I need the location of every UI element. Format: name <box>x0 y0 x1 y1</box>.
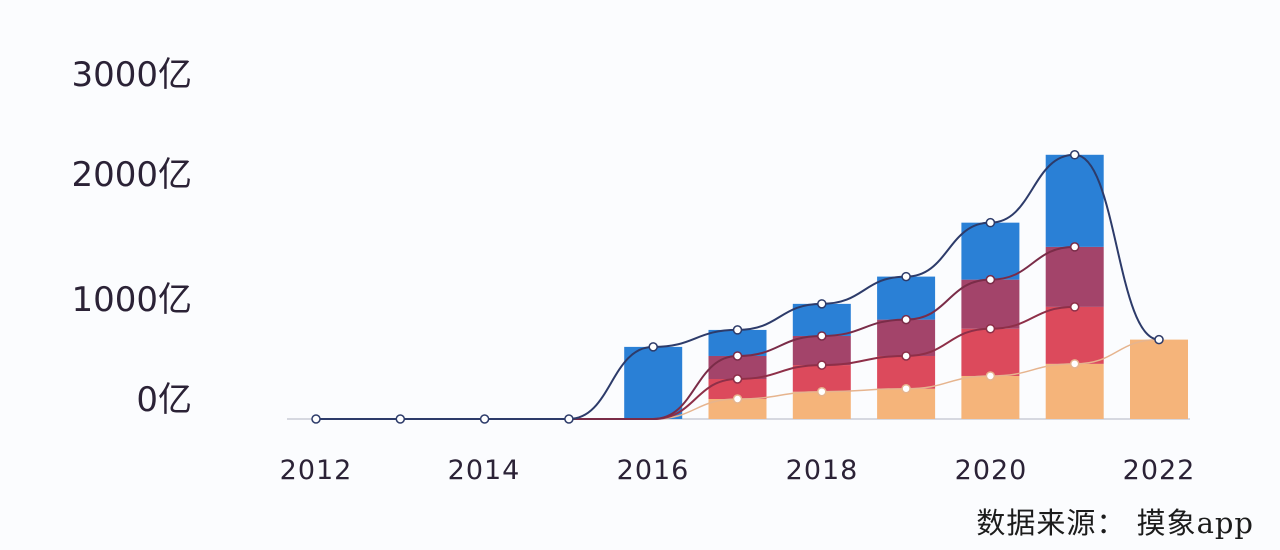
bar-segment-2018-2 <box>792 335 851 366</box>
data-source-note: 数据来源： 摸象app <box>976 506 1254 540</box>
data-point-marker <box>985 274 996 285</box>
trend-line-2 <box>316 245 1075 421</box>
x-tick-2012: 2012 <box>280 455 353 486</box>
bar-segment-2017-1 <box>708 379 767 400</box>
y-tick-2000: 2000亿 <box>71 155 192 195</box>
y-tick-3000: 3000亿 <box>71 55 192 95</box>
bar-segment-2020-0 <box>961 375 1020 419</box>
data-point-marker <box>901 351 911 361</box>
data-point-marker <box>817 299 827 309</box>
bar-segment-2019-1 <box>877 355 936 389</box>
x-tick-2018: 2018 <box>786 455 859 486</box>
bar-segment-2020-3 <box>961 222 1020 280</box>
data-point-marker <box>732 374 743 384</box>
x-axis-labels: 2012 2014 2016 2018 2020 2022 <box>280 455 1196 486</box>
trend-line-1 <box>316 305 1075 421</box>
bar-segment-2018-3 <box>792 303 851 336</box>
bar-segment-2019-2 <box>877 319 936 356</box>
bars <box>624 154 1188 419</box>
trend-lines <box>311 150 1164 424</box>
bar-segment-2021-0 <box>1045 363 1104 419</box>
data-point-marker <box>732 394 743 404</box>
bar-segment-2020-2 <box>961 279 1020 329</box>
bar-segment-2017-0 <box>708 399 767 419</box>
data-point-marker <box>985 323 996 334</box>
y-tick-1000: 1000亿 <box>71 280 192 320</box>
y-tick-0: 0亿 <box>136 380 192 420</box>
data-point-marker <box>479 414 490 424</box>
data-point-marker <box>1069 242 1080 252</box>
bar-segment-2021-2 <box>1045 246 1104 307</box>
data-point-marker <box>901 383 911 394</box>
data-point-marker <box>732 325 743 335</box>
bar-segment-2019-0 <box>877 388 936 419</box>
data-point-marker <box>817 360 827 370</box>
data-point-marker <box>901 271 911 282</box>
x-tick-2014: 2014 <box>448 455 521 486</box>
data-point-marker <box>985 217 996 228</box>
data-point-marker <box>901 314 911 325</box>
data-point-marker <box>395 414 406 424</box>
y-axis-labels: 3000亿 2000亿 1000亿 0亿 <box>71 55 192 420</box>
data-point-marker <box>985 371 996 381</box>
data-point-marker <box>648 342 658 352</box>
data-point-marker <box>1069 150 1080 160</box>
x-tick-2022: 2022 <box>1123 455 1196 486</box>
bar-segment-2019-3 <box>877 276 936 320</box>
bar-segment-2017-2 <box>708 355 767 380</box>
data-point-marker <box>817 331 827 341</box>
data-point-marker <box>1154 334 1164 345</box>
x-tick-2016: 2016 <box>617 455 690 486</box>
data-point-marker <box>311 414 321 424</box>
bar-segment-2022-0 <box>1130 339 1188 419</box>
bar-segment-2016-3 <box>624 346 683 419</box>
bar-segment-2020-1 <box>961 328 1020 376</box>
data-point-marker <box>564 414 574 424</box>
x-tick-2020: 2020 <box>955 455 1028 486</box>
data-point-marker <box>817 386 827 397</box>
data-point-marker <box>732 351 743 361</box>
bar-segment-2021-1 <box>1045 306 1104 364</box>
data-point-marker <box>1069 359 1080 369</box>
data-point-marker <box>1069 302 1080 312</box>
bar-segment-2021-3 <box>1045 154 1104 247</box>
